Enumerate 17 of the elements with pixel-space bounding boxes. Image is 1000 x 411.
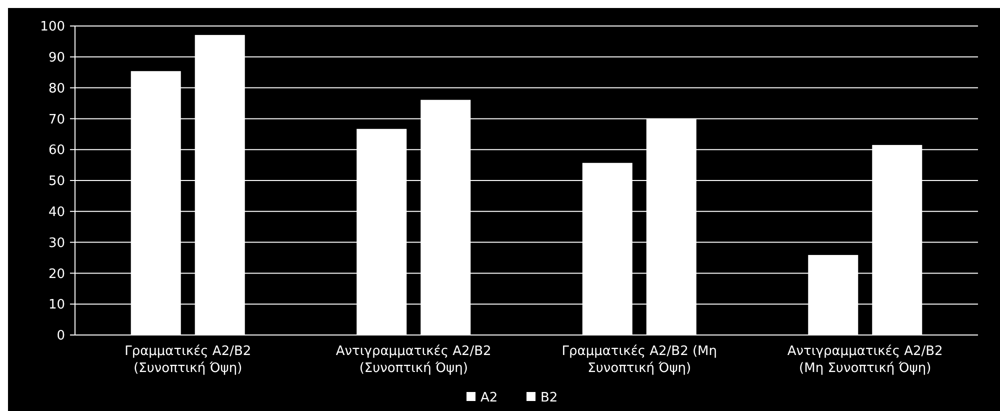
x-tick-label: Αντιγραμματικές Α2/Β2 (Μη Συνοπτική Όψη) bbox=[787, 344, 943, 376]
legend-label: Β2 bbox=[540, 390, 558, 406]
y-tick-label: 60 bbox=[48, 143, 65, 158]
x-tick-label: Γραμματικές Α2/Β2 (Μη Συνοπτική Όψη) bbox=[562, 344, 717, 376]
x-tick-label: Αντιγραμματικές Α2/Β2 (Συνοπτική Όψη) bbox=[336, 344, 492, 376]
y-tick-label: 100 bbox=[40, 20, 65, 35]
y-tick-label: 50 bbox=[48, 174, 65, 190]
legend-label: Α2 bbox=[480, 390, 498, 406]
y-tick-label: 70 bbox=[48, 112, 65, 128]
x-tick-label: Γραμματικές Α2/Β2 (Συνοπτική Όψη) bbox=[124, 344, 252, 376]
y-tick-label: 30 bbox=[48, 236, 65, 251]
y-tick-label: 80 bbox=[48, 81, 65, 96]
y-tick-label: 40 bbox=[48, 204, 65, 220]
y-tick-label: 20 bbox=[48, 266, 65, 282]
y-tick-label: 0 bbox=[56, 328, 65, 344]
y-tick-label: 90 bbox=[48, 50, 65, 66]
y-tick-label: 10 bbox=[48, 298, 65, 313]
